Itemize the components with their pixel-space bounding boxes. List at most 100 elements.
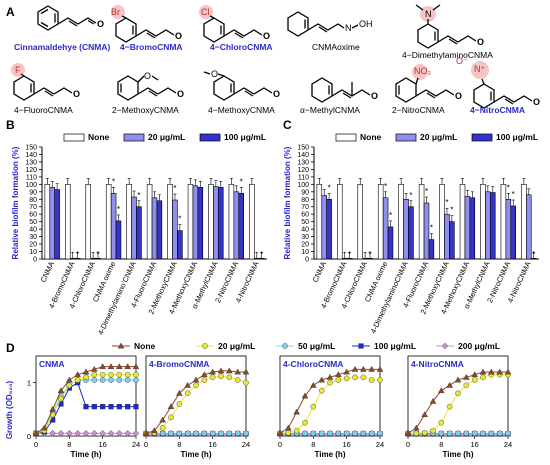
x-tick-label: 24 <box>376 440 384 449</box>
bar <box>167 184 173 260</box>
bar <box>408 206 414 260</box>
data-point <box>107 363 115 370</box>
data-point <box>91 377 98 383</box>
significance-asterisk: * <box>112 177 115 186</box>
data-point <box>74 430 81 437</box>
x-tick-label: 0 <box>406 440 410 449</box>
data-point <box>496 430 503 437</box>
x-tick-label: 0 <box>278 440 282 449</box>
data-point <box>343 375 350 382</box>
data-point <box>446 403 453 410</box>
series-line <box>408 374 508 434</box>
y-tick-label: 70 <box>301 204 309 211</box>
bar <box>362 257 368 260</box>
significance-asterisk: * <box>328 183 331 192</box>
data-point <box>193 382 199 389</box>
data-point <box>117 342 125 349</box>
legend-label: 100 μg/mL <box>374 341 416 351</box>
data-point <box>217 367 225 374</box>
data-point <box>209 374 216 381</box>
data-point <box>234 430 241 437</box>
data-point <box>441 342 449 350</box>
data-point <box>471 377 478 383</box>
data-point <box>201 377 208 383</box>
data-point <box>438 419 445 426</box>
significance-asterisk: * <box>532 250 535 259</box>
data-point <box>243 379 249 386</box>
data-point <box>496 368 504 375</box>
data-point <box>446 430 453 437</box>
atom-o-chloro: O <box>263 31 270 41</box>
data-point <box>32 429 40 436</box>
data-point <box>132 430 140 437</box>
data-point <box>293 408 301 415</box>
y-tick-label: 100 <box>25 182 37 189</box>
data-point <box>184 381 192 388</box>
compound-name-2-methoxycnma: 2−MethoxyCNMA <box>112 105 179 115</box>
bar <box>398 184 404 260</box>
bar <box>439 184 445 260</box>
data-point <box>310 403 317 410</box>
data-point <box>334 371 342 378</box>
structure-cnmaoxime <box>287 11 359 37</box>
data-point <box>421 411 429 418</box>
bar <box>500 184 507 260</box>
atom-o-2nitro: O <box>455 91 462 101</box>
y-tick-label: 10 <box>301 249 309 256</box>
y-tick-label: 120 <box>297 167 309 174</box>
bar <box>377 184 384 260</box>
x-tick-label: 24 <box>504 440 512 449</box>
x-tick-label: 0 <box>144 440 148 449</box>
bar <box>387 226 394 260</box>
data-point <box>200 371 208 378</box>
y-axis-label: Relative biofilm formation (%) <box>11 146 20 259</box>
data-point <box>82 430 90 437</box>
bar <box>131 196 137 260</box>
data-point <box>358 343 364 349</box>
bar <box>249 184 255 260</box>
data-point <box>83 404 89 410</box>
data-point <box>463 430 470 437</box>
data-point <box>455 390 461 397</box>
y-tick-label: 90 <box>301 189 309 196</box>
bar <box>480 184 486 260</box>
significance-asterisk: * <box>137 191 140 200</box>
atom-o-bromo: O <box>175 31 182 41</box>
bar <box>213 186 219 260</box>
structure-4-dimethylaminocnma <box>415 4 477 49</box>
data-point <box>57 430 65 437</box>
structure-cnma <box>37 5 97 31</box>
y-tick-label: 150 <box>297 145 309 152</box>
data-point <box>455 430 461 437</box>
data-point <box>276 429 284 436</box>
data-point <box>91 404 97 410</box>
legend-label: None <box>134 341 156 351</box>
bar <box>126 184 132 260</box>
bar <box>238 192 244 260</box>
bar <box>233 191 240 260</box>
atom-o-fluoro: O <box>73 89 80 99</box>
data-point <box>327 430 333 437</box>
data-point <box>82 368 90 375</box>
x-tick-label: 16 <box>342 440 350 449</box>
data-point <box>285 429 292 436</box>
y-tick-label: 60 <box>29 212 37 219</box>
data-point <box>176 430 183 437</box>
data-point <box>116 377 123 383</box>
compound-name-4-fluorocnma: 4−FluoroCNMA <box>14 105 73 115</box>
data-point <box>218 373 224 380</box>
data-point <box>438 430 445 437</box>
data-point <box>226 374 233 381</box>
data-point <box>184 390 191 397</box>
bar <box>428 239 435 260</box>
data-point <box>352 430 358 437</box>
atom-n-oxime: N <box>345 23 352 33</box>
data-point <box>74 377 81 383</box>
bar <box>337 184 343 260</box>
compound-name-cnma: Cinnamaldehye (CNMA) <box>14 42 111 52</box>
x-tick-label: 8 <box>439 440 443 449</box>
data-point <box>293 427 300 434</box>
bar <box>136 206 142 260</box>
significance-asterisk: * <box>430 224 433 233</box>
data-point <box>505 430 511 437</box>
